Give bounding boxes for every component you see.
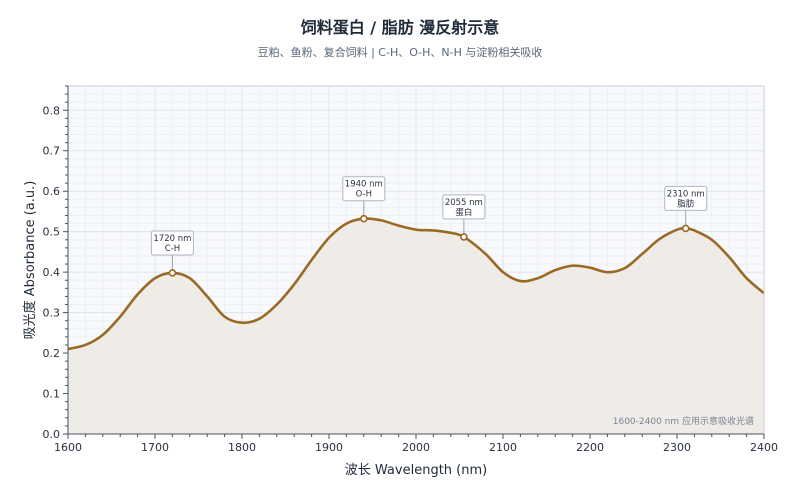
y-tick-label: 0.1 [43, 388, 61, 401]
spectrum-line [67, 217, 765, 351]
y-tick-label: 0.3 [43, 307, 61, 320]
y-tick-label: 0.6 [43, 185, 61, 198]
peak-marker [681, 224, 690, 233]
x-tick-label: 2000 [402, 441, 430, 454]
x-tick-label: 1900 [315, 441, 343, 454]
y-tick-label: 0.8 [43, 104, 61, 117]
annotation-wavelength: 1720 nm [153, 234, 191, 244]
chart-subtitle: 豆粕、鱼粉、复合饲料 | C-H、O-H、N-H 与淀粉相关吸收 [258, 45, 543, 59]
area-fill [68, 218, 764, 434]
annotation-box [664, 185, 708, 211]
annotation-wavelength: 1940 nm [345, 180, 383, 190]
x-axis-label: 波长 Wavelength (nm) [345, 463, 487, 478]
chart-title: 饲料蛋白 / 脂肪 漫反射示意 [300, 18, 500, 37]
annotation-assignment: C-H [165, 244, 180, 254]
x-tick-label: 1600 [54, 441, 82, 454]
x-tick-label: 2100 [489, 441, 517, 454]
y-axis-label: 吸光度 Absorbance (a.u.) [22, 181, 38, 340]
peak-annotation: 1940 nmO-H [342, 176, 386, 223]
x-tick-label: 2200 [576, 441, 604, 454]
y-tick-label: 0.0 [43, 428, 61, 441]
chart-note: 1600-2400 nm 应用示意吸收光谱 [613, 415, 754, 427]
y-tick-label: 0.5 [43, 226, 61, 239]
x-tick-label: 1700 [141, 441, 169, 454]
annotation-assignment: 脂肪 [677, 198, 695, 209]
annotation-wavelength: 2055 nm [445, 198, 483, 208]
x-tick-label: 2400 [750, 441, 778, 454]
x-tick-label: 2300 [663, 441, 691, 454]
y-tick-label: 0.4 [43, 266, 61, 279]
peak-marker [359, 214, 368, 223]
plot-area: 1600 1700 1800 1900 2000 2100 2200 2300 2400 0.0 0… [43, 85, 778, 454]
peak-marker [460, 233, 468, 241]
x-tick-label: 1800 [228, 441, 256, 454]
peak-marker [168, 269, 177, 277]
annotation-assignment: O-H [356, 190, 372, 200]
annotation-box [442, 194, 486, 220]
peak-annotation: 1720 nmC-H [150, 230, 194, 277]
annotation-wavelength: 2310 nm [667, 189, 705, 199]
annotation-assignment: 蛋白 [455, 207, 472, 218]
annotation-box [342, 176, 386, 202]
y-tick-label: 0.7 [43, 145, 61, 158]
annotation-box [150, 230, 194, 256]
y-tick-label: 0.2 [43, 347, 61, 360]
